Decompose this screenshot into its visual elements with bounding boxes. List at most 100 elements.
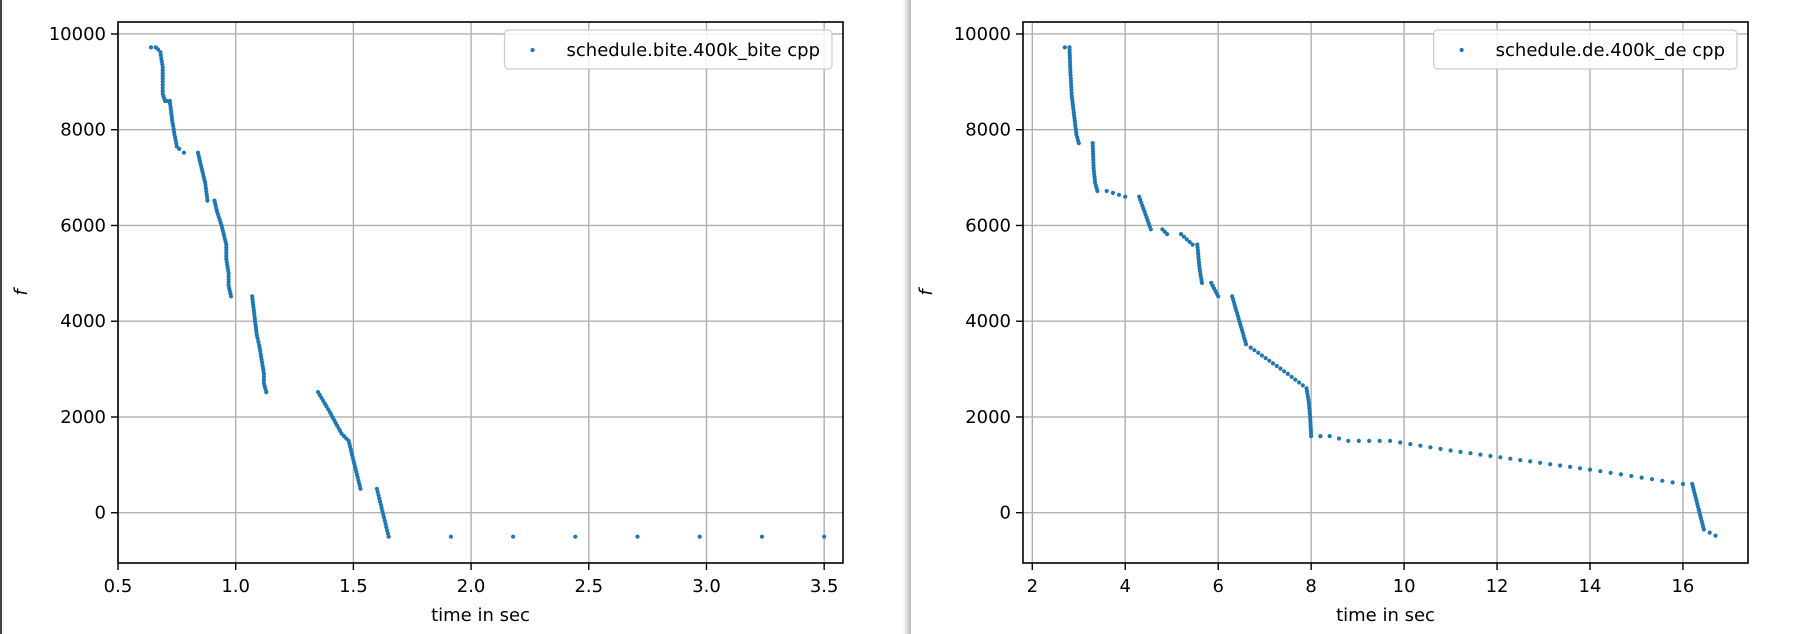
right-xtick-label: 14: [1579, 576, 1602, 597]
right-data-point: [1448, 448, 1453, 453]
right-data-point: [1076, 141, 1081, 146]
right-data-point: [1670, 480, 1675, 485]
left-ytick-label: 6000: [60, 215, 106, 236]
right-data-point: [1181, 234, 1186, 239]
right-data-point: [1062, 45, 1067, 50]
right-data-point: [1356, 438, 1361, 443]
right-data-point: [1196, 251, 1201, 256]
right-data-point: [1608, 470, 1613, 475]
left-legend: schedule.bite.400k_bite cpp: [503, 29, 833, 70]
left-data-point: [510, 534, 516, 539]
right-data-point: [1256, 350, 1261, 355]
left-data-point: [377, 496, 382, 501]
right-data-point: [1438, 446, 1443, 451]
left-data-point: [158, 53, 163, 58]
chart-right: 2 4 6 8 10 12 14 16 0 2000 4000 6000 8000 10000 time i…: [905, 0, 1805, 634]
right-data-point: [1538, 460, 1543, 465]
left-data-point: [358, 486, 363, 491]
right-data-point: [1309, 434, 1314, 439]
right-data-point: [1367, 438, 1372, 443]
right-data-point: [1104, 188, 1109, 194]
left-data-point: [224, 254, 229, 259]
left-data-point: [160, 79, 165, 84]
right-data-point: [1398, 440, 1403, 445]
right-data-point: [1618, 472, 1624, 477]
pane-divider[interactable]: [903, 0, 911, 634]
right-data-point: [1110, 190, 1115, 195]
left-ytick-label: 2000: [60, 407, 106, 428]
left-xtick-label: 2.5: [574, 576, 603, 597]
right-data-point: [1377, 438, 1382, 443]
right-data-point: [1300, 383, 1305, 388]
left-data-point: [261, 371, 266, 376]
right-data-point: [1629, 473, 1634, 479]
right-data-point: [1259, 353, 1264, 358]
right-data-point: [1498, 455, 1503, 460]
right-legend: schedule.de.400k_de cpp: [1433, 29, 1738, 70]
right-data-point: [1558, 463, 1563, 468]
right-data-point: [1680, 481, 1685, 487]
left-data-point: [155, 47, 161, 52]
left-data-point: [160, 82, 165, 87]
left-data-point: [256, 339, 261, 345]
right-data-point: [1263, 356, 1268, 361]
right-data-point: [1178, 232, 1184, 237]
right-data-point: [1248, 345, 1253, 350]
left-plot-frame: [117, 21, 844, 564]
left-data-point: [261, 378, 266, 383]
left-data-point: [160, 74, 165, 79]
right-data-point: [1095, 188, 1100, 194]
left-data-point: [383, 521, 388, 527]
right-data-point: [1244, 342, 1249, 347]
left-data-point: [822, 534, 827, 539]
right-data-point: [1293, 377, 1298, 382]
left-ytick-label: 4000: [60, 311, 106, 332]
left-data-point: [224, 242, 229, 247]
right-data-point: [1297, 380, 1302, 385]
right-xtick-label: 8: [1305, 576, 1316, 597]
right-xtick-label: 10: [1393, 576, 1416, 597]
right-data-point: [1285, 371, 1290, 376]
right-xtick-label: 2: [1027, 576, 1038, 597]
left-data-point: [381, 512, 386, 517]
left-legend-marker: [530, 47, 535, 53]
window-edge: [0, 0, 2, 634]
left-data-point: [264, 390, 269, 395]
left-xtick-label: 1.0: [221, 576, 250, 597]
right-series: [1062, 45, 1718, 538]
left-xtick-label: 0.5: [104, 576, 133, 597]
right-ytick-label: 8000: [965, 120, 1011, 141]
right-ytick-label: 4000: [965, 311, 1011, 332]
left-data-point: [205, 195, 210, 200]
right-data-point: [1660, 478, 1665, 483]
left-data-point: [448, 534, 453, 539]
left-data-point: [379, 505, 384, 510]
right-data-point: [1069, 91, 1074, 96]
right-data-point: [1707, 530, 1712, 535]
left-data-point: [385, 531, 390, 536]
right-data-point: [1327, 434, 1332, 439]
left-data-point: [697, 534, 702, 539]
right-xtick-label: 4: [1120, 576, 1131, 597]
left-data-point: [226, 274, 231, 279]
left-data-point: [181, 150, 186, 155]
left-data-point: [378, 499, 383, 504]
right-legend-marker: [1459, 47, 1464, 53]
left-data-point: [381, 515, 387, 520]
right-data-point: [1701, 527, 1706, 532]
left-series: [148, 45, 827, 539]
right-data-point: [1267, 358, 1272, 363]
left-data-point: [160, 62, 165, 67]
left-data-point: [384, 525, 389, 530]
right-data-point: [1068, 79, 1073, 84]
right-data-point: [1278, 366, 1283, 371]
left-xtick-label: 2.0: [457, 576, 486, 597]
right-data-point: [1069, 82, 1074, 87]
right-data-point: [1282, 369, 1287, 374]
left-ytick-label: 0: [95, 503, 106, 524]
left-data-point: [380, 509, 385, 514]
left-legend-box: [503, 29, 833, 70]
left-xtick-label: 3.0: [692, 576, 721, 597]
right-data-point: [1528, 459, 1533, 464]
right-xtick-label: 16: [1671, 576, 1694, 597]
